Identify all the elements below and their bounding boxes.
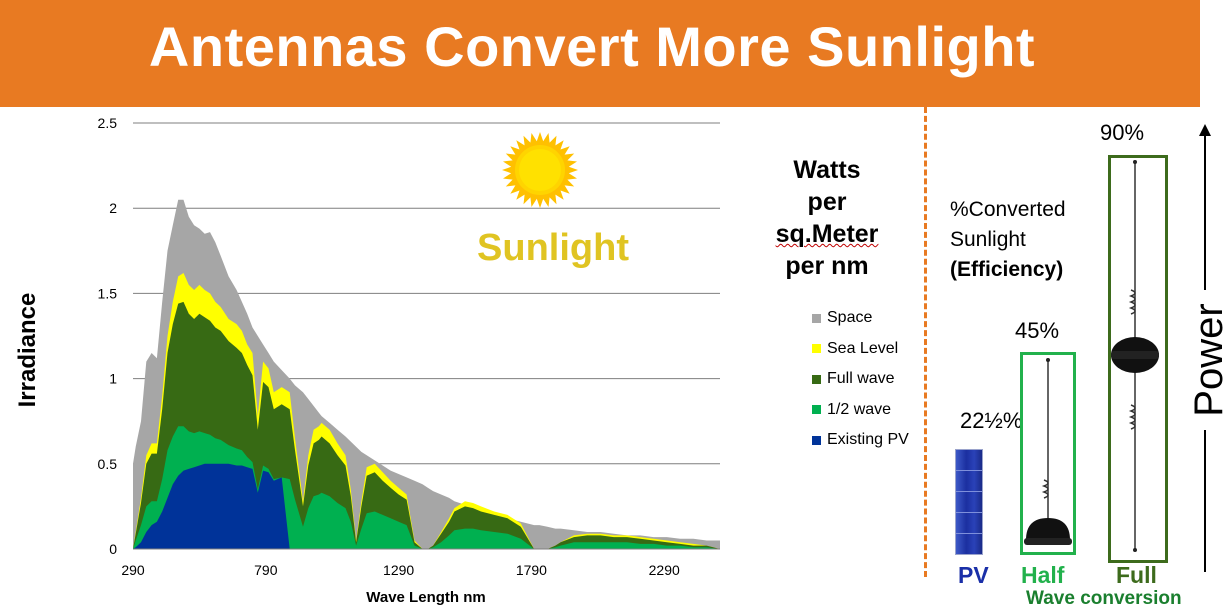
x-tick-label: 1290 <box>383 562 414 578</box>
half-label: Half <box>1021 562 1065 588</box>
slide-title: Antennas Convert More Sunlight <box>148 15 1036 78</box>
converted-line-2: Sunlight <box>950 228 1026 251</box>
legend-swatch <box>812 435 821 445</box>
pv-label: PV <box>958 562 989 588</box>
legend-swatch <box>812 313 821 323</box>
y-tick-label: 0.5 <box>98 456 118 472</box>
legend-item-sea-level: Sea Level <box>812 334 909 365</box>
x-tick-label: 2290 <box>649 562 680 578</box>
x-tick-label: 290 <box>121 562 145 578</box>
half-wave-box <box>1020 352 1076 555</box>
power-arrow-icon <box>1199 124 1211 572</box>
legend-label: Space <box>827 309 873 327</box>
existing-pv-area <box>133 463 720 549</box>
efficiency-label: (Efficiency) <box>950 258 1064 281</box>
units-line-3: sq.Meter <box>775 220 879 248</box>
dashed-divider <box>924 107 927 577</box>
legend-label: Full wave <box>827 370 895 388</box>
x-tick-label: 1790 <box>516 562 547 578</box>
y-tick-label: 0 <box>109 541 117 557</box>
units-line-1: Watts <box>793 156 861 184</box>
legend-swatch <box>812 374 821 384</box>
legend-item-half-wave: 1/2 wave <box>812 395 909 426</box>
y-axis-label: Irradiance <box>14 293 41 408</box>
full-wave-antenna-icon <box>1111 160 1159 552</box>
pv-cell-line <box>956 470 982 471</box>
pv-cell-line <box>956 533 982 534</box>
y-tick-label: 2 <box>109 200 117 216</box>
converted-sunlight-label: %Converted Sunlight (Efficiency) <box>950 195 1066 285</box>
sun-core <box>519 149 561 191</box>
title-bar: Antennas Convert More Sunlight <box>0 0 1200 107</box>
chart-axes: 0 0.5 1 1.5 2 2.5 290 790 1290 1790 2290 <box>98 115 720 578</box>
legend-swatch <box>812 405 821 415</box>
sunlight-label: Sunlight <box>477 227 629 269</box>
converted-line-1: %Converted <box>950 198 1066 221</box>
legend-item-space: Space <box>812 303 909 334</box>
power-label: Power <box>1187 303 1230 416</box>
wave-conversion-label: Wave conversion <box>1026 588 1182 609</box>
legend-swatch <box>812 344 821 354</box>
pv-panel-icon <box>955 449 983 555</box>
half-percentage: 45% <box>1015 318 1060 343</box>
y-tick-label: 1.5 <box>98 285 118 301</box>
legend-item-full-wave: Full wave <box>812 364 909 395</box>
full-wave-box <box>1108 155 1168 563</box>
legend-label: Sea Level <box>827 339 899 357</box>
full-label: Full <box>1116 562 1157 588</box>
legend-item-existing-pv: Existing PV <box>812 425 909 456</box>
units-line-4: per nm <box>785 252 869 280</box>
legend-label: Existing PV <box>827 431 909 449</box>
chart-areas <box>133 199 720 549</box>
x-axis-label: Wave Length nm <box>366 589 485 606</box>
x-tick-label: 790 <box>254 562 278 578</box>
y-tick-label: 2.5 <box>98 115 118 131</box>
full-percentage: 90% <box>1100 120 1145 145</box>
units-line-2: per <box>807 188 847 216</box>
legend-label: 1/2 wave <box>827 400 892 418</box>
units-label: Watts per sq.Meter per nm <box>752 154 902 282</box>
pv-percentage: 22½% <box>960 408 1023 433</box>
pv-cell-line <box>956 491 982 492</box>
pv-cell-line <box>956 512 982 513</box>
y-tick-label: 1 <box>109 371 117 387</box>
half-wave-antenna-icon <box>1024 358 1072 545</box>
sun-icon <box>502 132 578 208</box>
chart-legend: Space Sea Level Full wave 1/2 wave Exist… <box>812 303 909 456</box>
